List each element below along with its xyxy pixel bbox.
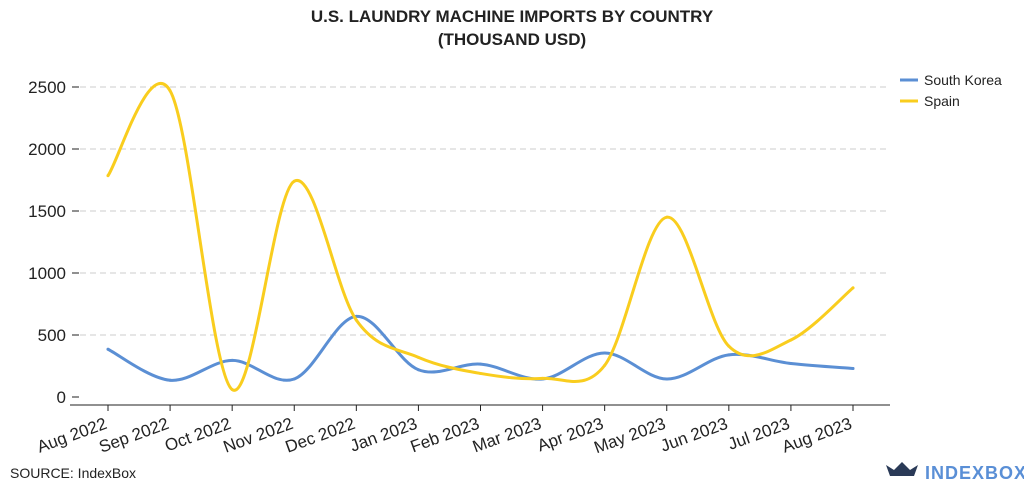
- y-tick-label: 1500: [28, 202, 66, 221]
- brand-name: INDEXBOX: [925, 463, 1024, 483]
- x-tick-label: Jun 2023: [658, 414, 730, 456]
- chart-title: U.S. LAUNDRY MACHINE IMPORTS BY COUNTRY: [311, 7, 714, 26]
- data-point-spain: [168, 89, 172, 93]
- data-point-spain: [603, 363, 607, 367]
- data-point-south-korea: [789, 362, 793, 366]
- x-tick-label: Dec 2022: [283, 414, 358, 457]
- data-point-south-korea: [106, 347, 110, 351]
- y-tick-label: 0: [57, 388, 66, 407]
- x-tick-label: Feb 2023: [408, 414, 482, 456]
- x-tick-label: Jan 2023: [348, 414, 420, 456]
- indexbox-logo: INDEXBOX: [886, 462, 1024, 483]
- data-point-spain: [230, 388, 234, 392]
- legend: South Korea Spain: [900, 72, 1002, 109]
- y-tick-label: 2500: [28, 78, 66, 97]
- y-tick-label: 500: [38, 326, 66, 345]
- y-tick-label: 1000: [28, 264, 66, 283]
- x-tick-label: Aug 2023: [779, 414, 854, 457]
- series-line-south-korea: [106, 314, 855, 382]
- data-point-south-korea: [292, 377, 296, 381]
- x-tick-label: Mar 2023: [470, 414, 544, 456]
- x-tick-label: Aug 2022: [34, 414, 109, 457]
- data-point-south-korea: [851, 366, 855, 370]
- data-point-spain: [851, 286, 855, 290]
- series-line-spain: [106, 81, 855, 392]
- data-point-south-korea: [665, 377, 669, 381]
- crown-icon: [886, 462, 918, 476]
- data-point-spain: [106, 174, 110, 178]
- data-point-spain: [354, 318, 358, 322]
- data-point-spain: [727, 344, 731, 348]
- y-axis-ticks: 0 500 1000 1500 2000 2500: [28, 78, 79, 407]
- data-point-south-korea: [230, 358, 234, 362]
- chart-subtitle: (THOUSAND USD): [438, 30, 586, 49]
- grid: [80, 86, 890, 336]
- data-point-south-korea: [603, 351, 607, 355]
- x-tick-label: Nov 2022: [221, 414, 296, 457]
- x-tick-label: Sep 2022: [97, 414, 172, 457]
- data-point-spain: [541, 376, 545, 380]
- data-point-south-korea: [168, 378, 172, 382]
- data-point-spain: [479, 371, 482, 375]
- data-point-spain: [416, 355, 420, 359]
- x-tick-label: May 2023: [591, 414, 668, 457]
- x-tick-label: Oct 2022: [162, 414, 233, 455]
- data-point-south-korea: [416, 368, 420, 372]
- data-point-south-korea: [727, 353, 731, 357]
- y-tick-label: 2000: [28, 140, 66, 159]
- data-point-spain: [292, 179, 296, 183]
- data-point-spain: [665, 215, 669, 219]
- data-point-south-korea: [479, 362, 482, 366]
- legend-label-south-korea: South Korea: [924, 72, 1002, 88]
- series-lines: [106, 81, 855, 392]
- legend-label-spain: Spain: [924, 93, 960, 109]
- source-label: SOURCE: IndexBox: [10, 465, 136, 481]
- data-point-spain: [789, 338, 793, 342]
